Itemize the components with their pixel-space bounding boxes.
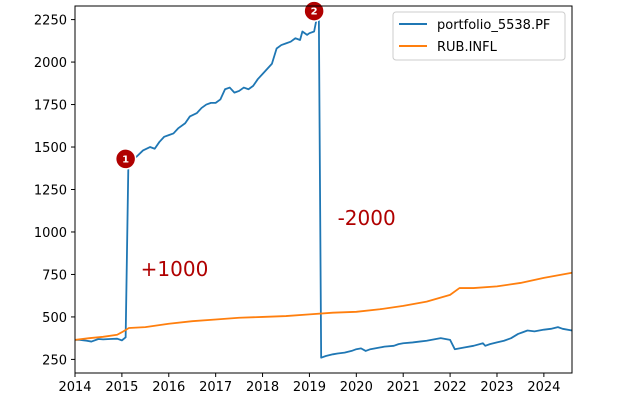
x-tick-label: 2018 [246, 380, 279, 395]
y-tick-label: 1250 [34, 184, 67, 199]
y-tick-label: 1000 [34, 226, 67, 241]
plot-lines [74, 10, 573, 359]
y-tick-label: 1500 [34, 141, 67, 156]
x-tick-label: 2019 [293, 380, 326, 395]
legend: portfolio_5538.PF RUB.INFL [392, 11, 566, 61]
legend-label: RUB.INFL [437, 40, 498, 55]
y-tick-label: 500 [42, 311, 67, 326]
series-line-2 [74, 271, 573, 341]
y-axis: 250 500 750 1000 1250 1500 1750 2000 2250 [34, 14, 75, 368]
x-axis: 2014 2015 2016 2017 2018 2019 2020 2021 2022 2023… [58, 373, 560, 395]
annotations: 1 2 +1000 -2000 [114, 0, 396, 281]
x-tick-label: 2015 [105, 380, 138, 395]
x-tick-label: 2024 [527, 380, 560, 395]
x-tick-label: 2021 [387, 380, 420, 395]
x-tick-label: 2023 [480, 380, 513, 395]
x-tick-label: 2014 [58, 380, 91, 395]
y-tick-label: 2250 [34, 14, 67, 29]
annotation-text: +1000 [141, 257, 209, 281]
legend-box [392, 11, 566, 61]
legend-label: portfolio_5538.PF [437, 18, 550, 33]
annotation-text: -2000 [338, 206, 396, 230]
x-tick-label: 2022 [434, 380, 467, 395]
plot-frame [74, 5, 573, 374]
y-tick-label: 1750 [34, 99, 67, 114]
y-tick-label: 750 [42, 268, 67, 283]
x-tick-label: 2017 [199, 380, 232, 395]
y-tick-label: 2000 [34, 56, 67, 71]
event-marker-label: 2 [311, 7, 318, 18]
y-tick-label: 250 [42, 353, 67, 368]
series-line-1 [75, 10, 573, 359]
event-marker-label: 1 [122, 154, 129, 165]
event-marker-1 [114, 148, 137, 170]
x-tick-label: 2016 [152, 380, 185, 395]
x-tick-label: 2020 [340, 380, 373, 395]
